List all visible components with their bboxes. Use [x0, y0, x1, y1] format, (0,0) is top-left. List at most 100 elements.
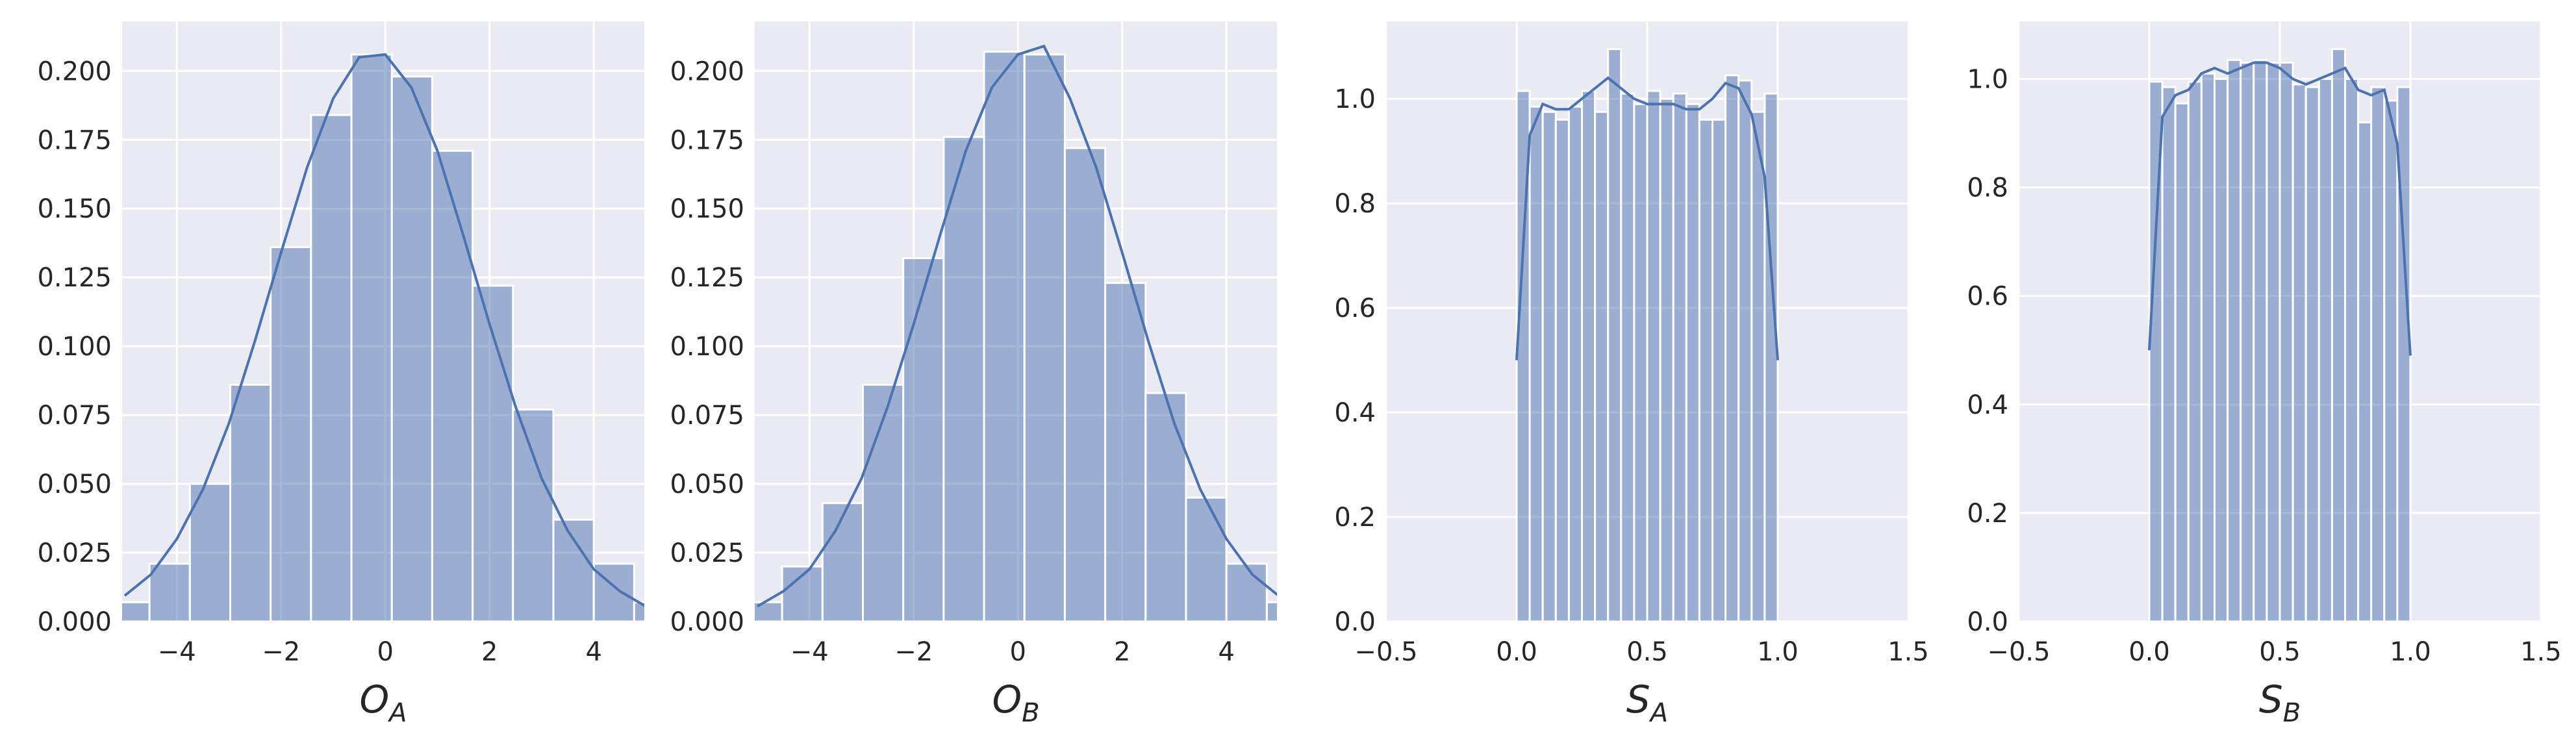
bar — [1620, 92, 1635, 622]
bar — [1685, 103, 1700, 622]
bar — [2330, 48, 2346, 622]
kde-line — [2148, 61, 2412, 356]
bar — [592, 562, 635, 622]
bar — [1554, 118, 1570, 622]
y-tick-label: 0.8 — [1967, 173, 2008, 203]
y-tick-label: 0.050 — [37, 470, 112, 499]
bar — [552, 518, 595, 622]
bar — [350, 53, 393, 622]
bar — [1023, 53, 1066, 622]
bar — [2344, 78, 2360, 622]
x-axis-label: SB — [2259, 677, 2301, 728]
y-tick-label: 1.0 — [1967, 65, 2008, 95]
bar — [2187, 81, 2203, 622]
x-tick-label: −4 — [790, 637, 829, 667]
bar — [2200, 72, 2216, 622]
y-tick-label: 0.6 — [1967, 282, 2008, 312]
bar — [1724, 74, 1740, 622]
bar — [1581, 90, 1597, 622]
kde-line — [756, 44, 1277, 608]
x-tick-label: 0 — [1009, 637, 1026, 667]
x-axis-label: SA — [1626, 677, 1668, 728]
x-tick-label: −4 — [158, 637, 196, 667]
bar — [229, 383, 272, 622]
y-tick-label: 0.0 — [1967, 607, 2008, 637]
y-tick-label: 0.200 — [37, 57, 112, 86]
bar — [2305, 86, 2320, 622]
x-tick-label: 0.0 — [2128, 637, 2170, 667]
y-tick-label: 0.025 — [670, 538, 744, 568]
y-tick-label: 0.100 — [670, 332, 744, 362]
x-tick-label: −0.5 — [1354, 637, 1417, 667]
bar — [1594, 110, 1610, 622]
x-tick-label: 0.5 — [1626, 637, 1668, 667]
bar — [2266, 61, 2281, 622]
bar — [821, 502, 864, 622]
bar — [1659, 97, 1674, 622]
bar — [1750, 110, 1766, 622]
bars — [122, 53, 644, 622]
x-tick-label: 4 — [585, 637, 601, 667]
bar — [2161, 86, 2177, 622]
bar — [983, 51, 1026, 622]
bar — [1711, 118, 1727, 622]
bar — [148, 562, 191, 622]
bar — [2253, 58, 2268, 622]
y-tick-label: 0.125 — [37, 263, 112, 293]
bar — [1633, 103, 1648, 622]
bar — [431, 149, 474, 622]
x-axis-label-main: S — [2259, 677, 2283, 722]
bar — [2317, 78, 2333, 622]
y-tick-label: 0.025 — [37, 538, 112, 568]
y-tick-label: 0.100 — [37, 332, 112, 362]
bar — [2357, 121, 2373, 622]
x-axis-label-subscript: B — [2283, 698, 2301, 728]
bar — [2279, 61, 2294, 622]
bar — [188, 483, 231, 622]
x-tick-label: −2 — [894, 637, 933, 667]
x-axis-label-main: S — [1626, 677, 1650, 722]
bar — [1737, 79, 1753, 622]
bar — [902, 257, 945, 622]
bar — [122, 601, 151, 622]
bar — [390, 75, 433, 622]
panel: 0.00.20.40.60.81.0−0.5 0.0 0.5 1.0 1.5SB — [1967, 21, 2562, 728]
x-axis-label-main: O — [359, 677, 389, 722]
bar — [1672, 92, 1687, 622]
x-tick-label: 2 — [1114, 637, 1130, 667]
panel: 0.000 0.025 0.050 0.075 0.100 0.125 0.150 0.175… — [670, 21, 1277, 728]
y-tick-label: 0.2 — [1967, 499, 2008, 529]
bar — [1225, 562, 1268, 622]
bars — [2148, 48, 2412, 622]
bar — [1265, 601, 1277, 622]
x-axis-label-subscript: A — [387, 698, 407, 728]
y-tick-label: 0.175 — [670, 125, 744, 155]
x-tick-label: 2 — [481, 637, 498, 667]
kde-line — [123, 53, 644, 607]
bar — [2214, 78, 2229, 622]
bar — [1185, 496, 1228, 622]
y-tick-label: 0.125 — [670, 263, 744, 293]
y-tick-label: 0.2 — [1334, 503, 1376, 533]
x-tick-label: −2 — [262, 637, 300, 667]
bar — [472, 284, 514, 622]
y-tick-label: 0.000 — [37, 607, 112, 637]
x-tick-label: 1.5 — [2520, 637, 2562, 667]
bar — [1063, 147, 1107, 622]
x-axis-label: OA — [359, 677, 407, 728]
x-tick-label: 0.5 — [2259, 637, 2301, 667]
y-tick-label: 0.075 — [37, 401, 112, 431]
bar — [2240, 61, 2255, 622]
x-tick-label: 0 — [377, 637, 393, 667]
bar — [512, 408, 555, 622]
bar — [2383, 99, 2399, 622]
bar — [2370, 86, 2386, 622]
bars — [755, 44, 1277, 622]
y-tick-label: 0.0 — [1334, 607, 1376, 637]
x-axis-label-subscript: B — [1022, 698, 1039, 728]
x-tick-label: 1.0 — [2390, 637, 2431, 667]
bar — [633, 601, 644, 622]
bar — [1763, 92, 1779, 622]
x-axis-label: OB — [992, 677, 1039, 728]
